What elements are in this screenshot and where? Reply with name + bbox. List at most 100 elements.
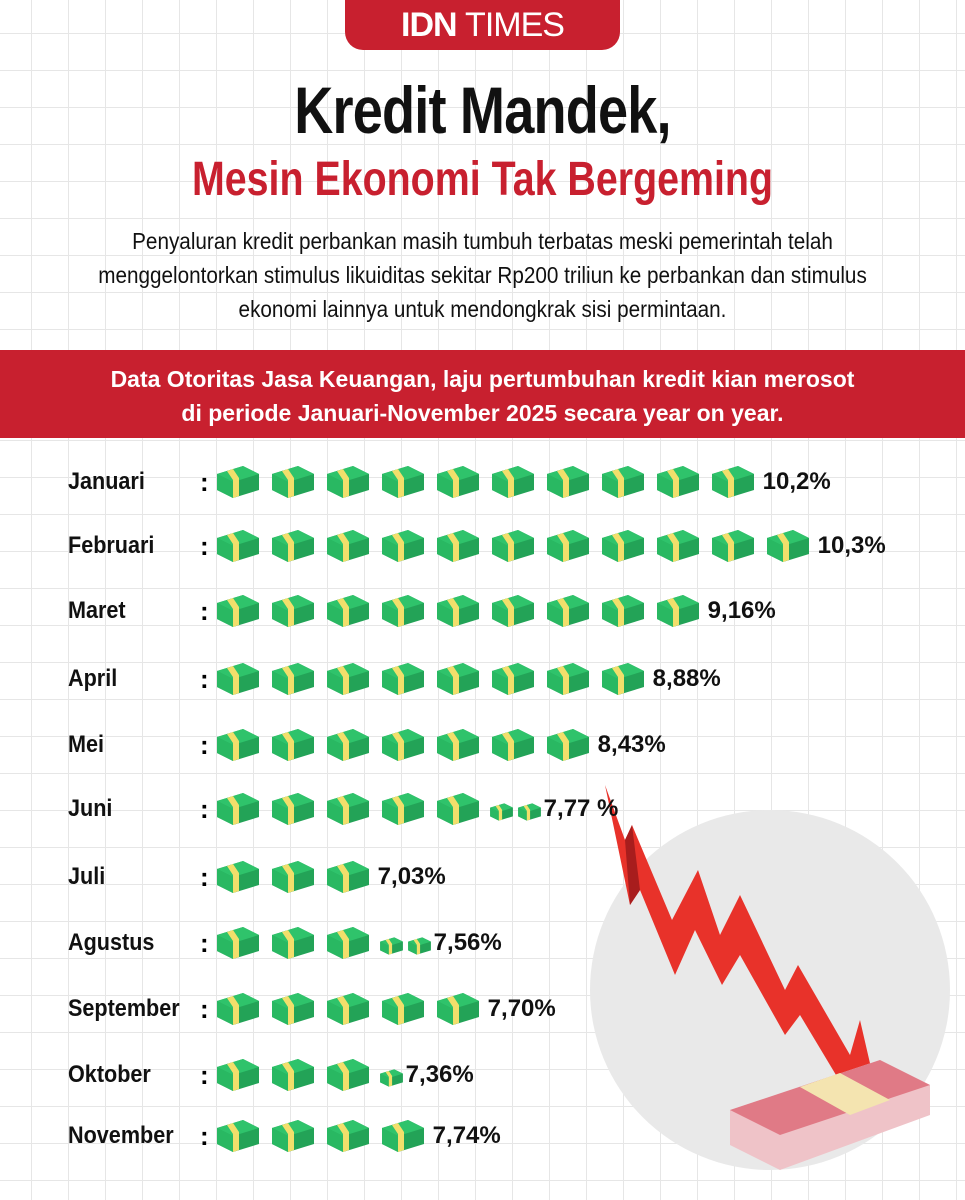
money-stack-icon — [601, 663, 644, 695]
money-stack-icon — [381, 530, 424, 562]
value-label: 10,2% — [762, 468, 831, 495]
money-stack-icon — [436, 993, 479, 1025]
money-stack-icon — [656, 466, 699, 498]
red-arrow-shade — [625, 825, 640, 905]
money-stack-icon — [216, 927, 259, 959]
brand-bold: IDN — [401, 6, 458, 44]
money-stack-icon — [216, 861, 259, 893]
money-stack-icon — [216, 729, 259, 761]
money-stack-icon — [381, 1120, 424, 1152]
month-label: Oktober — [68, 1061, 151, 1088]
money-stack-icon — [216, 530, 259, 562]
value-label: 7,70% — [487, 995, 556, 1022]
small-money-stack-icon — [379, 937, 403, 955]
chart-row: Agustus: 7,56% — [68, 923, 502, 963]
money-stack-icon — [326, 1059, 369, 1091]
small-money-stack-icon — [407, 937, 431, 955]
money-stack-icon — [326, 530, 369, 562]
colon: : — [200, 861, 209, 892]
month-label: Februari — [68, 532, 155, 559]
money-stack-icon — [381, 993, 424, 1025]
money-stack-icon — [326, 927, 369, 959]
money-stack-icon — [381, 595, 424, 627]
value-label: 7,36% — [405, 1061, 474, 1088]
icon-group — [213, 859, 378, 895]
money-stack-icon — [326, 729, 369, 761]
value-label: 8,88% — [652, 665, 721, 692]
source-band: Data Otoritas Jasa Keuangan, laju pertum… — [0, 350, 965, 438]
money-stack-icon — [216, 466, 259, 498]
colon: : — [200, 530, 209, 561]
chart-row: Februari: 10,3% — [68, 526, 886, 566]
icon-group — [213, 661, 653, 697]
money-stack-icon — [216, 1120, 259, 1152]
colon: : — [200, 927, 209, 958]
money-stack-icon — [491, 530, 534, 562]
month-label: November — [68, 1122, 174, 1149]
banknote-stack-icon — [730, 1060, 930, 1170]
money-stack-icon — [216, 663, 259, 695]
money-stack-icon — [381, 729, 424, 761]
icon-group — [213, 925, 434, 961]
money-stack-icon — [326, 861, 369, 893]
chart-row: September: 7,70% — [68, 989, 556, 1029]
small-money-stack-icon — [489, 803, 513, 821]
money-stack-icon — [381, 663, 424, 695]
money-stack-icon — [491, 466, 534, 498]
money-stack-icon — [436, 595, 479, 627]
money-stack-icon — [546, 663, 589, 695]
money-stack-icon — [656, 530, 699, 562]
value-label: 7,03% — [377, 863, 446, 890]
money-stack-icon — [271, 861, 314, 893]
band-line-1: Data Otoritas Jasa Keuangan, laju pertum… — [110, 366, 855, 392]
money-stack-icon — [271, 927, 314, 959]
money-stack-icon — [601, 595, 644, 627]
colon: : — [200, 466, 209, 497]
band-line-2: di periode Januari-November 2025 secara … — [181, 400, 784, 426]
page-subtitle: Mesin Ekonomi Tak Bergeming — [191, 153, 774, 206]
icon-group — [213, 464, 763, 500]
money-stack-icon — [326, 663, 369, 695]
money-stack-icon — [546, 729, 589, 761]
money-stack-icon — [601, 466, 644, 498]
money-stack-icon — [326, 1120, 369, 1152]
money-stack-icon — [216, 595, 259, 627]
value-label: 9,16% — [707, 597, 776, 624]
month-label: Agustus — [68, 929, 155, 956]
money-stack-icon — [271, 663, 314, 695]
money-stack-icon — [766, 530, 809, 562]
brand-logo: IDN TIMES — [345, 0, 620, 50]
money-stack-icon — [546, 595, 589, 627]
icon-group — [213, 791, 544, 827]
value-label: 7,77 % — [543, 795, 619, 822]
money-stack-icon — [326, 466, 369, 498]
money-stack-icon — [216, 793, 259, 825]
chart-row: Oktober: 7,36% — [68, 1055, 474, 1095]
money-stack-icon — [271, 466, 314, 498]
money-stack-icon — [436, 663, 479, 695]
month-label: Juni — [68, 795, 113, 822]
chart-row: Juni: 7,77 % — [68, 789, 618, 829]
money-stack-icon — [491, 663, 534, 695]
money-stack-icon — [271, 993, 314, 1025]
icon-group — [213, 991, 488, 1027]
chart-row: Mei: 8,43% — [68, 725, 666, 765]
money-stack-icon — [491, 595, 534, 627]
month-label: September — [68, 995, 180, 1022]
intro-text: Penyaluran kredit perbankan masih tumbuh… — [98, 228, 867, 322]
value-label: 7,56% — [433, 929, 502, 956]
month-label: April — [68, 665, 118, 692]
colon: : — [200, 729, 209, 760]
value-label: 10,3% — [817, 532, 886, 559]
value-label: 8,43% — [597, 731, 666, 758]
money-stack-icon — [546, 466, 589, 498]
red-arrow-icon — [605, 785, 875, 1085]
money-stack-icon — [436, 530, 479, 562]
small-money-stack-icon — [379, 1069, 403, 1087]
money-stack-icon — [546, 530, 589, 562]
money-stack-icon — [601, 530, 644, 562]
money-stack-icon — [326, 595, 369, 627]
money-stack-icon — [491, 729, 534, 761]
money-stack-icon — [216, 1059, 259, 1091]
money-stack-icon — [216, 993, 259, 1025]
